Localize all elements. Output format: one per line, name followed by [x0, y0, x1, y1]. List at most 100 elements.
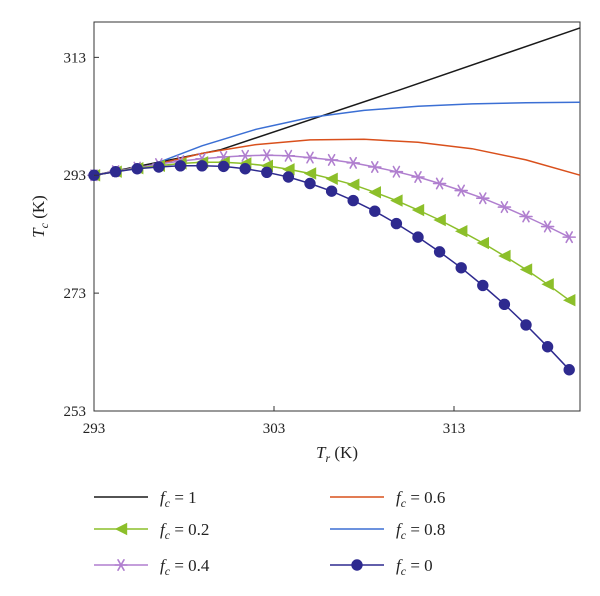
legend-label: fc = 1 — [160, 488, 197, 510]
data-point — [476, 236, 489, 250]
legend-item: fc = 0.6 — [330, 488, 445, 510]
data-point — [433, 213, 446, 227]
data-point — [411, 203, 425, 217]
legend-symbol: f — [160, 556, 167, 575]
data-point — [563, 364, 575, 376]
data-point — [131, 163, 143, 175]
data-point — [196, 160, 208, 172]
legend-value: = 0.2 — [170, 520, 209, 539]
x-axis-label-unit: (K) — [330, 443, 358, 462]
legend-value: = 0.4 — [170, 556, 210, 575]
data-point — [369, 205, 381, 217]
data-point — [174, 160, 187, 172]
series-line — [93, 27, 581, 176]
data-point — [304, 177, 316, 190]
data-point — [303, 151, 317, 164]
data-point — [498, 249, 511, 263]
data-point — [261, 166, 273, 178]
data-point — [389, 165, 404, 178]
data-point — [563, 293, 576, 307]
data-point — [347, 178, 360, 191]
data-point — [520, 319, 532, 331]
data-point — [455, 225, 468, 238]
data-point — [498, 298, 511, 311]
y-axis-label-unit: (K) — [29, 195, 48, 223]
x-axis-label: Tr (K) — [316, 443, 358, 465]
data-point — [324, 153, 339, 166]
legend-swatch-marker — [351, 559, 363, 571]
legend-value: = 0.8 — [406, 520, 445, 539]
legend-subscript: c — [165, 564, 171, 578]
data-point — [325, 172, 338, 185]
data-point — [367, 160, 382, 173]
legend-subscript: c — [401, 564, 407, 578]
data-point — [519, 263, 533, 276]
data-point — [281, 149, 296, 162]
legend-symbol: f — [160, 520, 167, 539]
data-point — [109, 166, 122, 178]
series-line — [93, 161, 570, 301]
legend-swatch-marker — [114, 559, 128, 571]
data-point — [455, 262, 467, 274]
y-tick-label: 253 — [64, 404, 87, 420]
series-5 — [88, 160, 575, 376]
legend-symbol: f — [396, 488, 403, 507]
legend-subscript: c — [165, 496, 171, 510]
legend-item: fc = 1 — [94, 488, 197, 510]
data-point — [411, 171, 425, 184]
data-point — [325, 185, 338, 197]
legend-swatch-marker — [114, 522, 128, 536]
x-axis-label-symbol: T — [316, 443, 327, 462]
data-point — [303, 167, 317, 180]
y-axis-label-symbol: T — [29, 227, 48, 238]
y-axis-label-subscript: c — [37, 222, 51, 228]
data-point — [541, 278, 554, 291]
data-point — [432, 177, 447, 190]
series-2 — [93, 138, 581, 176]
data-point — [368, 186, 381, 199]
legend-label: fc = 0 — [396, 556, 433, 578]
data-point — [153, 161, 165, 173]
x-tick-label: 303 — [263, 421, 286, 437]
legend-label: fc = 0.4 — [160, 556, 210, 578]
data-point — [390, 194, 403, 207]
series-4 — [87, 156, 576, 307]
series-line — [93, 101, 581, 176]
legend-value: = 0 — [406, 556, 433, 575]
legend-item: fc = 0.8 — [330, 520, 445, 542]
legend-subscript: c — [165, 528, 171, 542]
legend-label: fc = 0.2 — [160, 520, 209, 542]
data-point — [562, 231, 577, 244]
data-point — [541, 341, 554, 353]
plot-border — [93, 21, 581, 412]
plot-frame — [93, 21, 581, 412]
data-point — [217, 160, 230, 173]
x-tick-label: 293 — [83, 421, 106, 437]
legend-subscript: c — [401, 496, 407, 510]
data-point — [347, 194, 359, 207]
data-point — [540, 220, 555, 233]
data-point — [475, 192, 490, 205]
legend-item: fc = 0 — [330, 556, 433, 578]
data-point — [433, 246, 446, 258]
legend-subscript: c — [401, 528, 407, 542]
data-point — [346, 156, 361, 169]
legend-value: = 0.6 — [406, 488, 445, 507]
y-tick-label: 313 — [64, 50, 87, 66]
data-point — [390, 217, 403, 230]
y-tick-label: 293 — [64, 168, 87, 184]
legend-item: fc = 0.2 — [94, 520, 209, 542]
series-layer — [87, 27, 581, 376]
data-point — [238, 149, 252, 162]
legend-symbol: f — [396, 520, 403, 539]
data-point — [454, 184, 469, 197]
x-tick-label: 313 — [443, 421, 466, 437]
legend: fc = 1fc = 0.2fc = 0.4fc = 0.6fc = 0.8fc… — [94, 488, 445, 578]
y-tick-label: 273 — [64, 286, 87, 302]
y-axis-label: Tc (K) — [29, 195, 51, 238]
legend-item: fc = 0.4 — [94, 556, 210, 578]
legend-value: = 1 — [170, 488, 197, 507]
data-point — [412, 231, 424, 243]
